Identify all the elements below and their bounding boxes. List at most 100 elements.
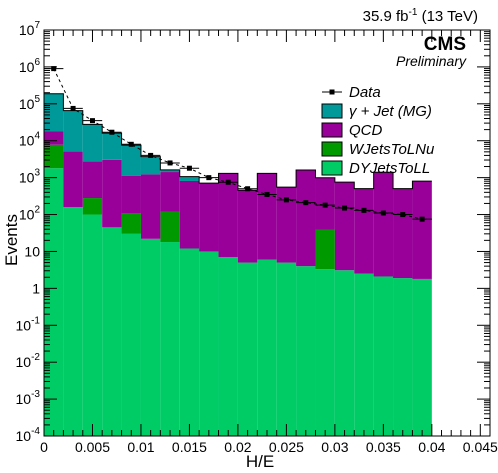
x-axis-ticks: 0 0.005 0.01 0.015 0.02 0.025 0.03 0.035 0.04 0.0… [40,30,498,455]
data-point-13 [303,200,309,206]
y-tick-label-1: 10-3 [16,389,41,407]
data-point-6 [167,160,173,166]
data-point-15 [342,205,348,211]
bar-2-18 [393,188,413,279]
bar-0-13 [296,266,316,436]
data-point-10 [245,186,251,192]
y-tick-label-11: 107 [19,20,41,38]
x-tick-label-0: 0 [40,439,48,455]
data-point-14 [322,202,328,208]
data-point-16 [361,207,367,213]
data-point-7 [186,165,192,171]
bar-2-16 [354,188,374,274]
x-tick-label-4: 0.02 [224,439,251,455]
bar-2-10 [237,190,258,263]
data-point-5 [148,152,154,158]
bar-0-7 [179,248,200,436]
data-point-0 [51,66,57,72]
bar-0-12 [276,262,297,436]
bar-0-0 [44,168,64,437]
bar-0-19 [412,278,432,436]
bar-2-4 [121,175,141,214]
legend-swatch-2 [321,122,343,138]
bar-3-1 [63,110,83,152]
bar-0-2 [82,214,103,436]
bar-3-0 [44,93,64,132]
bar-0-11 [257,259,277,436]
data-point-12 [283,197,289,203]
experiment-label: CMS [424,34,466,55]
data-point-19 [419,216,425,222]
bar-0-1 [63,207,83,436]
x-tick-label-6: 0.03 [321,439,348,455]
bar-2-8 [199,183,219,252]
bar-0-8 [199,251,219,436]
data-point-1 [70,105,76,111]
bar-3-4 [121,145,141,176]
data-point-2 [89,118,95,124]
bar-0-10 [237,262,258,436]
bar-0-3 [102,227,122,436]
y-tick-label-9: 105 [19,94,41,112]
x-tick-label-9: 0.045 [463,439,498,455]
legend-swatch-1 [321,103,343,119]
x-tick-label-8: 0.04 [418,439,445,455]
x-tick-label-5: 0.025 [269,439,304,455]
bar-3-2 [82,124,103,162]
bar-2-2 [82,161,103,199]
data-point-9 [225,179,231,185]
bar-2-19 [412,181,432,279]
y-tick-label-8: 104 [19,131,41,149]
bar-1-0 [44,144,64,169]
y-tick-label-2: 10-2 [16,352,41,370]
bar-2-6 [160,172,180,212]
x-tick-label-2: 0.01 [127,439,154,455]
bar-2-7 [179,180,200,249]
bar-3-6 [160,169,180,173]
bar-1-4 [121,213,141,234]
y-tick-label-4: 1 [32,280,40,296]
x-axis-title: H/E [246,452,274,471]
luminosity-label: 35.9 fb-1 (13 TeV) [363,7,478,25]
bar-2-13 [296,170,316,267]
bar-3-7 [179,176,200,181]
bar-2-11 [257,173,277,260]
bar-0-16 [354,273,374,436]
bar-2-5 [140,174,161,239]
data-points [44,66,432,222]
legend-swatch-4 [321,160,343,176]
bar-0-5 [140,238,161,436]
x-tick-label-1: 0.005 [75,439,110,455]
bar-3-5 [140,156,161,175]
bar-2-1 [63,151,83,208]
x-tick-label-3: 0.015 [172,439,207,455]
legend-data-marker [329,89,335,95]
stacked-histogram-bars [44,93,432,437]
y-tick-label-3: 10-1 [16,315,41,333]
legend-swatch-3 [321,141,343,157]
bar-1-2 [82,198,103,215]
bar-0-18 [393,278,413,436]
bar-2-3 [102,159,122,228]
data-point-18 [400,212,406,218]
bar-1-14 [315,229,335,270]
bar-0-17 [373,276,394,436]
data-point-4 [128,141,134,147]
data-point-3 [109,129,115,135]
bar-0-4 [121,233,141,436]
data-point-8 [206,175,212,181]
bar-0-9 [218,257,238,436]
data-point-17 [380,210,386,216]
bar-3-3 [102,133,122,160]
bar-2-0 [44,131,64,145]
legend-label-3: WJetsToLNu [349,141,435,158]
bar-1-6 [160,211,180,243]
legend-label-2: QCD [349,122,383,139]
bar-2-15 [334,182,355,271]
bar-2-17 [373,172,394,277]
bar-0-15 [334,270,355,436]
y-axis-title: Events [2,214,21,266]
y-tick-label-5: 10 [24,243,40,259]
legend: Data γ + Jet (MG) QCD WJetsToLNu DYJetsToLL [321,84,435,177]
